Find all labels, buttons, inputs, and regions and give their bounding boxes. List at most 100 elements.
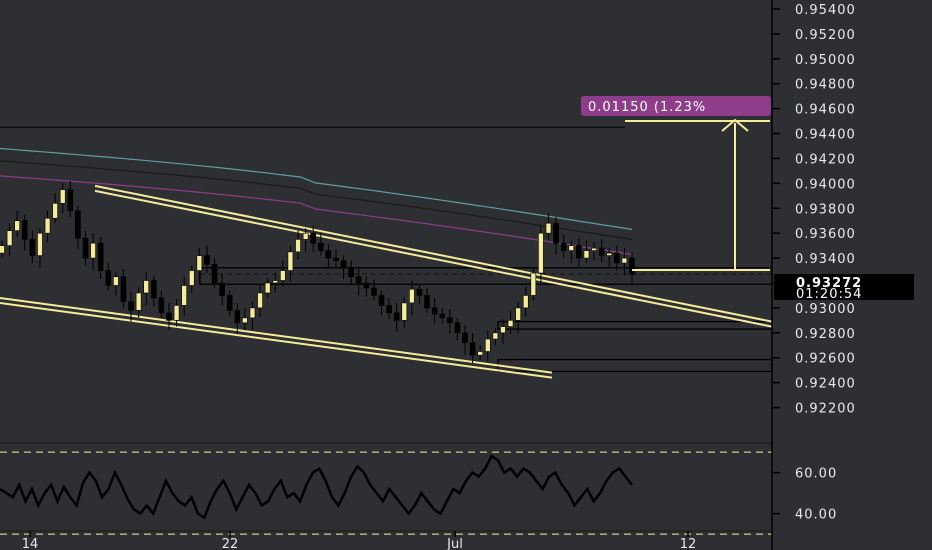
trendline[interactable]: [94, 189, 773, 328]
candle-body: [484, 338, 491, 352]
price-tick-label: 0.94600: [795, 103, 856, 118]
candle-body: [469, 342, 476, 356]
candle-body: [545, 222, 552, 234]
measure-tool[interactable]: 0.01150 (1.23%: [581, 96, 771, 271]
candle-body: [257, 292, 263, 309]
candle-body: [447, 317, 453, 324]
candle-body: [280, 270, 286, 281]
price-tick-label: 0.94800: [795, 78, 856, 93]
price-tick-label: 0.95200: [795, 28, 856, 43]
candle-body: [0, 245, 5, 254]
price-tick-label: 0.93000: [795, 302, 856, 317]
price-tick-label: 0.94200: [795, 152, 856, 167]
candle-body: [355, 276, 362, 284]
trendlines[interactable]: [0, 184, 773, 379]
time-tick-label: 22: [222, 537, 239, 550]
candle-body: [143, 280, 150, 294]
candle-body: [14, 220, 20, 231]
candle-body: [219, 282, 225, 296]
candle-body: [363, 282, 370, 289]
candle-body: [507, 320, 514, 327]
candle-body: [317, 242, 324, 251]
candle-body: [295, 239, 301, 253]
candle-body: [500, 326, 506, 334]
trendline[interactable]: [94, 184, 773, 323]
price-axis-ticks: 0.95400 0.95200 0.95000 0.94800 0.94600 0.944…: [772, 3, 856, 417]
oscillator-panel[interactable]: [0, 451, 772, 535]
candle-body: [310, 232, 317, 244]
candle-body: [606, 252, 613, 256]
candle-body: [454, 322, 461, 334]
candle-body: [591, 247, 597, 251]
candle-body: [302, 232, 309, 240]
candle-body: [105, 270, 112, 286]
oscillator-line: [0, 454, 633, 520]
candle-body: [196, 255, 203, 271]
candle-body: [211, 264, 218, 284]
moving-average-line: [0, 175, 633, 255]
measure-label: 0.01150 (1.23%: [588, 100, 706, 115]
candle-body: [226, 295, 233, 311]
moving-averages: [0, 147, 633, 255]
countdown-timer: 01:20:54: [796, 287, 862, 302]
trendline[interactable]: [0, 296, 553, 374]
price-tick-label: 0.92400: [795, 377, 856, 392]
candle-body: [477, 351, 483, 356]
candle-body: [37, 232, 43, 256]
candle-body: [522, 295, 529, 309]
time-tick-label: 14: [22, 537, 39, 550]
time-tick-label: Jul: [446, 537, 463, 550]
last-price-box: [774, 274, 914, 300]
candle-body: [393, 312, 400, 321]
candle-body: [75, 210, 81, 239]
candle-body: [188, 270, 195, 286]
trendline[interactable]: [0, 301, 553, 379]
candle-body: [287, 251, 294, 271]
candle-body: [52, 202, 58, 219]
candle-body: [348, 267, 354, 278]
price-tick-label: 0.92200: [795, 402, 856, 417]
candle-body: [492, 332, 499, 340]
candle-body: [409, 288, 415, 304]
price-tick-label: 0.92600: [795, 352, 856, 367]
price-tick-label: 0.93600: [795, 227, 856, 242]
candle-body: [151, 280, 157, 299]
price-tick-label: 0.92800: [795, 327, 856, 342]
candle-body: [67, 189, 74, 212]
candle-body: [120, 276, 127, 302]
candle-body: [515, 307, 521, 321]
price-tick-label: 0.93800: [795, 202, 856, 217]
price-tick-label: 0.95000: [795, 53, 856, 68]
candle-body: [386, 305, 392, 314]
price-tick-label: 0.94000: [795, 177, 856, 192]
oscillator-tick-label: 60.00: [795, 467, 837, 482]
candle-body: [371, 287, 377, 296]
last-price-badge: 0.93272 01:20:54: [774, 274, 914, 302]
candle-body: [462, 332, 468, 344]
candle-body: [181, 285, 187, 306]
candle-body: [113, 276, 119, 286]
measure-badge: [581, 96, 771, 116]
candle-body: [614, 252, 620, 264]
candle-body: [128, 301, 134, 311]
candle-body: [416, 288, 423, 296]
candle-body: [90, 242, 96, 259]
candle-body: [135, 292, 142, 311]
moving-average-line: [0, 160, 633, 240]
price-tick-label: 0.93400: [795, 252, 856, 267]
candle-body: [401, 302, 408, 321]
candle-body: [576, 245, 582, 259]
price-tick-label: 0.95400: [795, 3, 856, 18]
candle-body: [29, 239, 36, 256]
candle-body: [6, 230, 13, 246]
candle-body: [560, 242, 567, 251]
candle-body: [439, 313, 446, 319]
candle-body: [97, 242, 104, 271]
candle-body: [621, 257, 628, 264]
time-axis[interactable]: 14 22 Jul 12: [22, 531, 697, 550]
candle-body: [21, 220, 28, 240]
candle-body: [530, 272, 537, 296]
oscillator-tick-label: 40.00: [795, 508, 837, 523]
